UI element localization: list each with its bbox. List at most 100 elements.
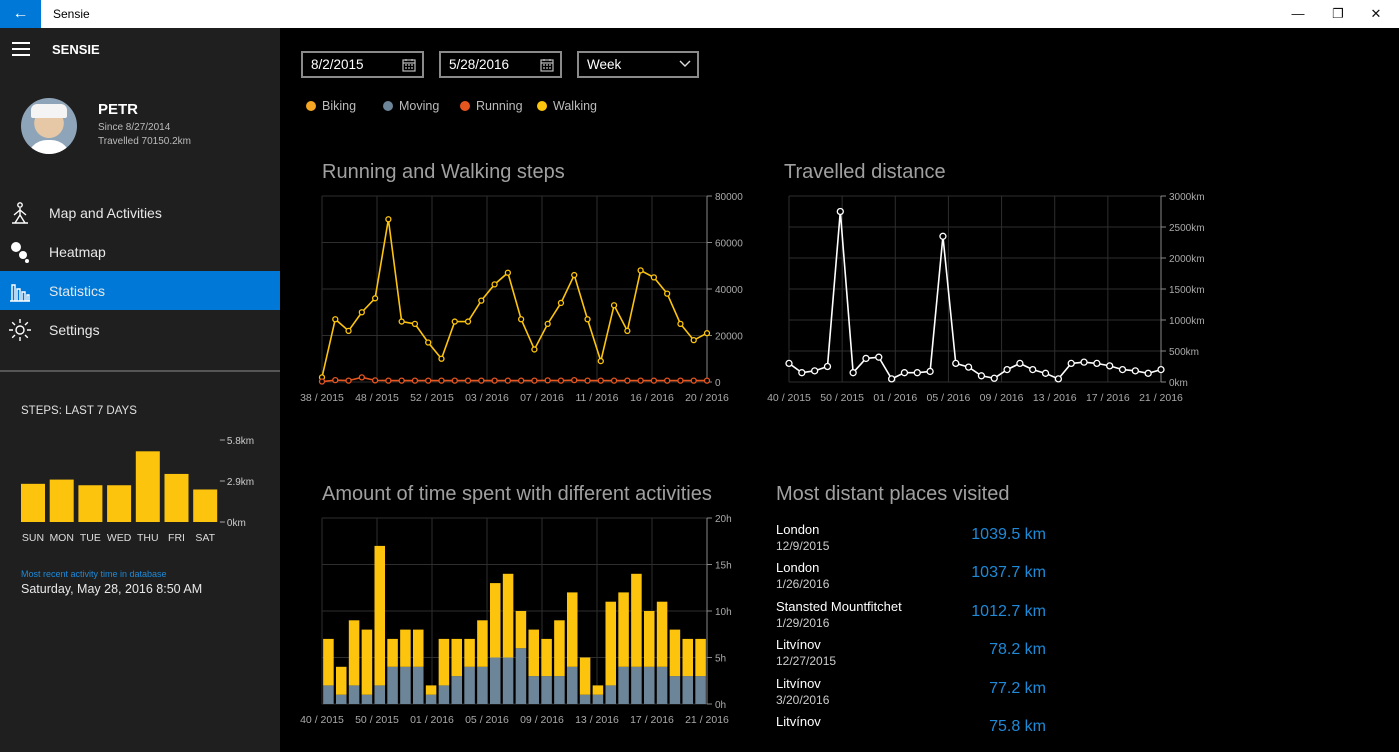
y-tick-label: 2.9km [227, 477, 254, 488]
data-point [517, 316, 525, 323]
bar-segment [656, 601, 668, 667]
x-tick-label: 17 / 2016 [630, 714, 674, 726]
data-point [849, 369, 857, 377]
user-travelled: Travelled 70150.2km [98, 136, 192, 147]
x-tick-label: 20 / 2016 [685, 392, 729, 404]
data-point [664, 377, 671, 384]
x-tick-label: 05 / 2016 [927, 392, 971, 404]
places-title: Most distant places visited [776, 483, 1010, 505]
steps-bar [164, 473, 189, 522]
data-point [610, 302, 618, 309]
data-point [332, 376, 339, 384]
data-point [1016, 359, 1024, 368]
x-tick-label: 38 / 2015 [300, 392, 344, 404]
x-tick-label: 13 / 2016 [1033, 392, 1077, 404]
y-tick-label: 5h [715, 654, 726, 665]
day-label: FRI [168, 532, 185, 544]
place-name: Litvínov [776, 714, 821, 729]
bar-segment [489, 583, 501, 658]
day-label: SUN [22, 532, 44, 544]
bar-segment [387, 666, 398, 704]
place-item[interactable]: Litvínov 75.8 km [776, 714, 1046, 752]
steps-bar [107, 485, 132, 522]
data-point [358, 309, 365, 316]
to-date-picker[interactable]: 5/28/2016 [439, 51, 562, 78]
distance-chart: 3000km 2500km 2000km 1500km 1000km 500km 0km 40… [767, 192, 1205, 404]
x-tick-label: 09 / 2016 [520, 714, 564, 726]
bar-segment [566, 666, 578, 704]
y-tick-label: 0h [715, 700, 726, 711]
bar-segment [669, 676, 681, 704]
period-select[interactable]: Week [577, 51, 699, 78]
y-tick-label: 1500km [1169, 285, 1205, 296]
minimize-button[interactable]: — [1291, 6, 1305, 21]
data-point [650, 377, 658, 384]
day-label: MON [49, 532, 74, 544]
restore-button[interactable]: ❐ [1332, 6, 1344, 21]
bar-segment [566, 592, 578, 667]
bar-segment [605, 685, 617, 704]
close-button[interactable]: ✕ [1370, 6, 1382, 21]
place-distance: 77.2 km [989, 680, 1046, 697]
x-tick-label: 40 / 2015 [300, 714, 344, 726]
x-tick-label: 17 / 2016 [1086, 392, 1130, 404]
avatar [21, 98, 77, 154]
nav-label: Settings [49, 322, 100, 338]
bar-segment [502, 573, 514, 658]
data-point [650, 274, 658, 281]
bar-segment [361, 629, 373, 695]
back-button[interactable]: ← [0, 0, 41, 28]
bar-segment [361, 694, 373, 704]
place-item[interactable]: Litvínov 12/27/2015 78.2 km [776, 637, 1046, 675]
place-item[interactable]: London 12/9/2015 1039.5 km [776, 522, 1046, 560]
calendar-icon [402, 59, 416, 72]
day-label: WED [107, 532, 132, 544]
from-date-picker[interactable]: 8/2/2015 [301, 51, 424, 78]
place-distance: 78.2 km [989, 641, 1046, 658]
bar-segment [579, 657, 591, 695]
bar-segment [579, 694, 591, 704]
place-item[interactable]: Stansted Mountfitchet 1/29/2016 1012.7 k… [776, 599, 1046, 637]
legend-dot [537, 101, 547, 111]
data-point [478, 297, 485, 304]
place-item[interactable]: London 1/26/2016 1037.7 km [776, 560, 1046, 598]
data-point [836, 207, 844, 216]
user-name: PETR [98, 101, 139, 118]
user-since: Since 8/27/2014 [98, 122, 171, 133]
data-point [875, 353, 883, 361]
data-point [544, 377, 551, 384]
data-point [438, 355, 445, 362]
place-name: Stansted Mountfitchet [776, 599, 902, 614]
place-item[interactable]: Litvínov 3/20/2016 77.2 km [776, 676, 1046, 714]
calendar-icon [540, 59, 554, 72]
legend-dot [383, 101, 393, 111]
data-point [438, 377, 445, 384]
nav-item-heatmap[interactable]: Heatmap [0, 232, 280, 271]
bar-segment [541, 676, 552, 704]
recent-activity-label: Most recent activity time in database [21, 569, 167, 579]
bar-segment [682, 638, 694, 677]
hamburger-menu-icon[interactable] [12, 42, 30, 56]
gear-icon [9, 319, 31, 341]
nav-item-settings[interactable]: Settings [0, 310, 280, 349]
bar-segment [528, 629, 540, 677]
bar-segment [592, 685, 604, 695]
data-point [977, 372, 986, 380]
bar-segment [323, 638, 334, 686]
bar-segment [464, 666, 475, 704]
bar-segment [451, 676, 463, 704]
bar-segment [477, 620, 488, 667]
data-point [677, 377, 684, 384]
nav-item-statistics[interactable]: Statistics [0, 271, 280, 310]
data-point [557, 377, 565, 384]
data-point [1029, 365, 1037, 374]
data-point [637, 267, 644, 274]
data-point [504, 377, 512, 384]
data-point [624, 327, 631, 335]
bar-segment [554, 676, 565, 704]
data-point [1131, 367, 1139, 375]
day-label: TUE [80, 532, 101, 544]
data-point [531, 346, 538, 353]
y-tick-label: 60000 [715, 239, 743, 250]
nav-item-map-and-activities[interactable]: Map and Activities [0, 193, 280, 232]
